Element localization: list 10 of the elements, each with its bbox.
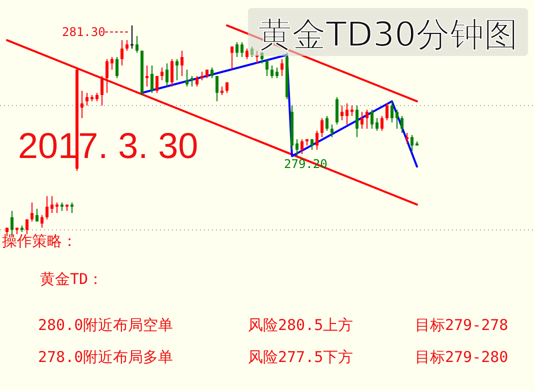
- text: 黄金TD：: [40, 270, 104, 288]
- text: 目标279-278: [415, 316, 508, 334]
- chart-title: 黄金TD30分钟图: [258, 15, 518, 55]
- text: 278.0附近布局多单: [38, 348, 174, 366]
- text: 目标279-280: [415, 348, 508, 366]
- annotation: 281.30: [62, 25, 106, 39]
- annotation: 操作策略：: [2, 232, 77, 250]
- text: 风险280.5上方: [248, 316, 354, 334]
- text: 风险277.5下方: [248, 348, 354, 366]
- text: 280.0附近布局空单: [38, 316, 174, 334]
